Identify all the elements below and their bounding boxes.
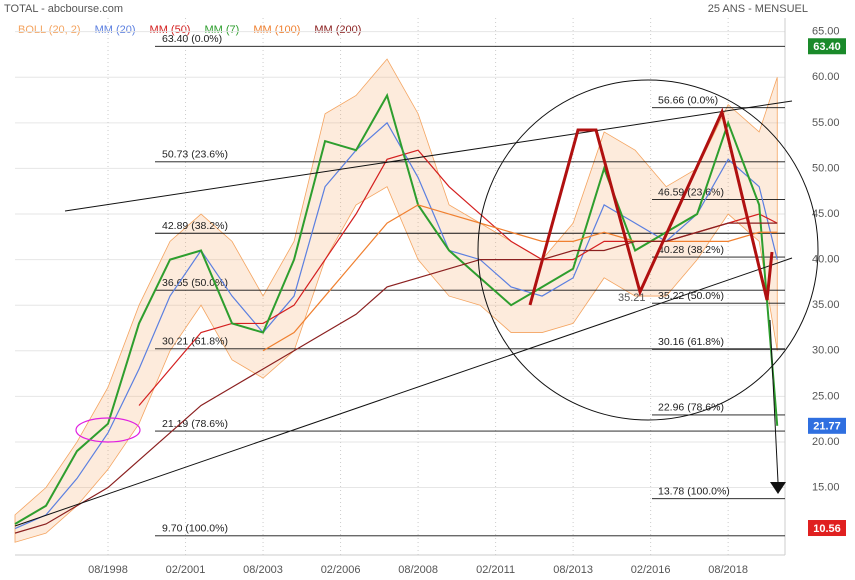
zigzag-drawing bbox=[528, 107, 774, 306]
series-line bbox=[14, 222, 778, 534]
price-tag bbox=[808, 38, 846, 55]
circle-drawing bbox=[477, 79, 819, 421]
trendline bbox=[64, 100, 793, 212]
arrow-line bbox=[769, 319, 779, 483]
drawings bbox=[14, 79, 819, 527]
legend-entry: MM (7) bbox=[204, 24, 239, 36]
fib-label: 50.73 (23.6%) bbox=[162, 149, 228, 161]
y-tick-label: 45.00 bbox=[812, 208, 840, 220]
price-tag-label: 63.40 bbox=[813, 41, 841, 53]
fib-label: 42.89 (38.2%) bbox=[162, 220, 228, 232]
x-tick-label: 02/2006 bbox=[321, 564, 361, 576]
price-tag bbox=[808, 520, 846, 537]
series-line bbox=[262, 204, 778, 352]
fib-label: 56.66 (0.0%) bbox=[658, 94, 718, 106]
x-tick-label: 08/2013 bbox=[553, 564, 593, 576]
x-tick-label: 02/2011 bbox=[476, 564, 515, 576]
y-tick-label: 50.00 bbox=[812, 162, 840, 174]
ellipse-drawing bbox=[75, 417, 141, 443]
y-tick-label: 20.00 bbox=[812, 436, 840, 448]
y-tick-label: 40.00 bbox=[812, 254, 840, 266]
y-tick-label: 25.00 bbox=[812, 390, 840, 402]
x-tick-label: 02/2001 bbox=[166, 564, 206, 576]
chart-title: TOTAL - abcbourse.com bbox=[4, 3, 123, 15]
price-tag bbox=[808, 417, 846, 434]
y-tick-label: 55.00 bbox=[812, 117, 840, 129]
fib-label: 36.65 (50.0%) bbox=[162, 277, 228, 289]
fib-label: 63.40 (0.0%) bbox=[162, 33, 222, 45]
fib-label: 46.59 (23.6%) bbox=[658, 186, 724, 198]
fib-label: 21.19 (78.6%) bbox=[162, 418, 228, 430]
legend-entry: MM (50) bbox=[150, 24, 191, 36]
y-tick-label: 60.00 bbox=[812, 71, 840, 83]
legend-entry: BOLL (20, 2) bbox=[18, 24, 81, 36]
legend-entry: MM (100) bbox=[253, 24, 300, 36]
fib-label: 9.70 (100.0%) bbox=[162, 523, 228, 535]
annotation: 35.21 bbox=[618, 292, 646, 304]
arrow-head bbox=[770, 482, 786, 494]
x-tick-label: 08/2003 bbox=[243, 564, 283, 576]
plot: 15.00 20.00 25.00 30.00 35.00 40.00 45.00 50.00… bbox=[14, 18, 846, 576]
x-tick-label: 08/2008 bbox=[398, 564, 438, 576]
fib-label: 22.96 (78.6%) bbox=[658, 402, 724, 414]
trendline bbox=[14, 257, 793, 527]
y-tick-label: 35.00 bbox=[812, 299, 840, 311]
fib-label: 30.16 (61.8%) bbox=[658, 336, 724, 348]
fib-label: 13.78 (100.0%) bbox=[658, 485, 730, 497]
y-tick-label: 30.00 bbox=[812, 345, 840, 357]
y-tick-label: 65.00 bbox=[812, 26, 840, 38]
fib-label: 40.28 (38.2%) bbox=[658, 244, 724, 256]
legend-entry: MM (200) bbox=[314, 24, 361, 36]
chart-period: 25 ANS - MENSUEL bbox=[708, 3, 808, 15]
price-tag-label: 21.77 bbox=[813, 421, 841, 433]
fib-label: 30.21 (61.8%) bbox=[162, 336, 228, 348]
x-tick-label: 02/2016 bbox=[631, 564, 671, 576]
price-tag-label: 10.56 bbox=[813, 523, 841, 535]
series-line bbox=[14, 92, 779, 525]
x-tick-label: 08/2018 bbox=[708, 564, 748, 576]
legend-entry: MM (20) bbox=[95, 24, 136, 36]
fib-label: 35.22 (50.0%) bbox=[658, 290, 724, 302]
legend: BOLL (20, 2) MM (20) MM (50) MM (7) MM (100)… bbox=[18, 24, 361, 36]
y-tick-label: 15.00 bbox=[812, 481, 840, 493]
x-tick-label: 08/1998 bbox=[88, 564, 128, 576]
